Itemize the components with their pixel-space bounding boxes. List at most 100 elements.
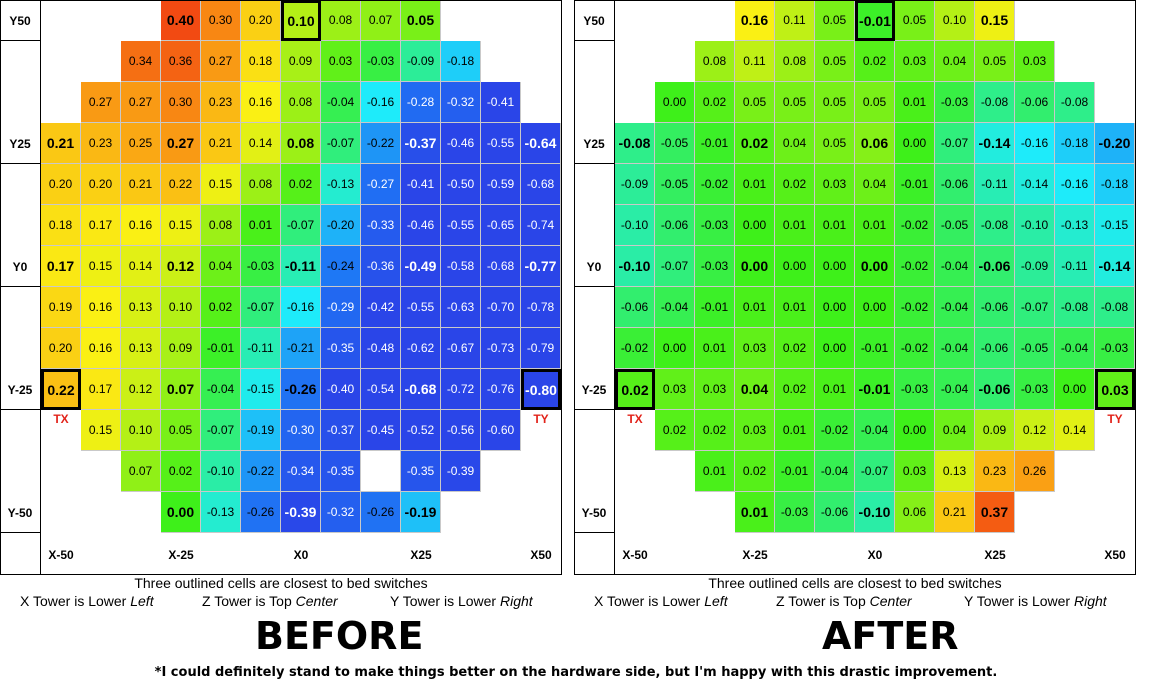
grid-line — [574, 409, 614, 410]
heatmap-cell: 0.27 — [201, 41, 241, 82]
row-label — [574, 41, 614, 82]
heatmap-cell: 0.12 — [1015, 410, 1055, 451]
heatmap-cell: 0.10 — [935, 0, 975, 41]
heatmap-cell: -0.63 — [441, 287, 481, 328]
heatmap-cell: 0.11 — [735, 41, 775, 82]
heatmap-cell: 0.30 — [161, 82, 201, 123]
col-label — [241, 535, 281, 575]
heatmap-cell: -0.09 — [1015, 246, 1055, 287]
heatmap-cell: 0.17 — [41, 246, 81, 287]
heatmap-cell: 0.02 — [201, 287, 241, 328]
heatmap-cell: -0.70 — [481, 287, 521, 328]
heatmap-cell: 0.13 — [121, 328, 161, 369]
heatmap-cell: 0.10 — [161, 287, 201, 328]
heatmap-cell: 0.05 — [401, 0, 441, 41]
heatmap-cell: -0.10 — [855, 492, 895, 533]
heatmap-cell: 0.01 — [815, 205, 855, 246]
row-label — [0, 82, 40, 123]
heatmap-cell: -0.55 — [441, 205, 481, 246]
heatmap-cell: -0.64 — [521, 123, 561, 164]
heatmap-cell: 0.03 — [895, 41, 935, 82]
heatmap-cell: -0.03 — [775, 492, 815, 533]
heatmap-cell: -0.07 — [241, 287, 281, 328]
heatmap-cell: -0.16 — [281, 287, 321, 328]
outline-note: Three outlined cells are closest to bed … — [134, 575, 428, 591]
heatmap-cell: 0.03 — [1015, 41, 1055, 82]
footnote: *I could definitely stand to make things… — [154, 665, 998, 680]
heatmap-cell: 0.02 — [281, 164, 321, 205]
heatmap-cell: -0.14 — [1015, 164, 1055, 205]
heatmap-cell: -0.10 — [615, 246, 655, 287]
heatmap-cell: -0.42 — [361, 287, 401, 328]
heatmap-cell: -0.35 — [321, 451, 361, 492]
heatmap-cell: -0.58 — [441, 246, 481, 287]
heatmap-cell: 0.18 — [41, 205, 81, 246]
heatmap-cell: 0.27 — [81, 82, 121, 123]
heatmap-cell: -0.36 — [361, 246, 401, 287]
heatmap-cell: -0.10 — [201, 451, 241, 492]
grid-line — [574, 286, 614, 287]
heatmap-cell: -0.50 — [441, 164, 481, 205]
col-label — [655, 535, 695, 575]
z-tower-note: Z Tower is Top Center — [202, 593, 338, 609]
heatmap-cell: 0.00 — [775, 246, 815, 287]
heatmap-cell: -0.06 — [975, 287, 1015, 328]
heatmap-cell: 0.23 — [975, 451, 1015, 492]
heatmap-cell: 0.05 — [855, 82, 895, 123]
heatmap-cell: -0.56 — [441, 410, 481, 451]
heatmap-cell: 0.00 — [655, 82, 695, 123]
heatmap-cell: 0.01 — [775, 410, 815, 451]
heatmap-cell: 0.40 — [161, 0, 201, 41]
heatmap-cell: 0.37 — [975, 492, 1015, 533]
heatmap-cell: -0.65 — [481, 205, 521, 246]
row-label — [574, 451, 614, 492]
heatmap-cell: 0.15 — [81, 246, 121, 287]
heatmap-cell: 0.03 — [735, 328, 775, 369]
heatmap-cell: -0.73 — [481, 328, 521, 369]
heatmap-cell: 0.05 — [975, 41, 1015, 82]
heatmap-cell: -0.46 — [401, 205, 441, 246]
heatmap-cell: -0.06 — [655, 205, 695, 246]
heatmap-cell: 0.25 — [121, 123, 161, 164]
heatmap-cell: 0.16 — [81, 287, 121, 328]
heatmap-cell: -0.80 — [521, 369, 561, 410]
heatmap-cell: 0.07 — [161, 369, 201, 410]
heatmap-cell: 0.17 — [81, 369, 121, 410]
row-label — [0, 287, 40, 328]
row-label — [0, 451, 40, 492]
tower-label: TY — [1107, 412, 1123, 426]
heatmap-cell: -0.02 — [615, 328, 655, 369]
heatmap-cell: -0.07 — [201, 410, 241, 451]
heatmap-cell: 0.15 — [201, 164, 241, 205]
grid-line — [0, 409, 40, 410]
heatmap-cell: -0.18 — [441, 41, 481, 82]
heatmap-cell: 0.16 — [735, 0, 775, 41]
heatmap-cell: 0.27 — [161, 123, 201, 164]
heatmap-cell: 0.01 — [895, 82, 935, 123]
heatmap-cell: 0.04 — [775, 123, 815, 164]
col-label — [121, 535, 161, 575]
heatmap-cell: -0.07 — [655, 246, 695, 287]
heatmap-cell: -0.16 — [1015, 123, 1055, 164]
heatmap-cell: -0.11 — [241, 328, 281, 369]
grid-line — [0, 0, 1, 575]
heatmap-cell: 0.21 — [935, 492, 975, 533]
heatmap-cell: -0.03 — [361, 41, 401, 82]
heatmap-cell: 0.00 — [815, 287, 855, 328]
heatmap-cell: 0.05 — [815, 0, 855, 41]
heatmap-cell: -0.04 — [935, 328, 975, 369]
heatmap-cell: 0.00 — [895, 123, 935, 164]
tower-label: TX — [627, 412, 643, 426]
heatmap-cell: -0.05 — [655, 164, 695, 205]
tower-label: TY — [533, 412, 549, 426]
heatmap-cell: -0.03 — [935, 82, 975, 123]
z-tower-note: Z Tower is Top Center — [776, 593, 912, 609]
before-panel: Y50 Y25 Y0 Y-25 Y-50 X-50 X-25 X0 X25 X50 0.40 0.30… — [0, 0, 562, 612]
heatmap-cell: -0.76 — [481, 369, 521, 410]
heatmap-cell: -0.04 — [201, 369, 241, 410]
row-label: Y0 — [586, 259, 602, 274]
heatmap-cell: 0.00 — [815, 246, 855, 287]
grid-line — [614, 0, 615, 575]
heatmap-cell: -0.10 — [1015, 205, 1055, 246]
heatmap-cell: 0.20 — [241, 0, 281, 41]
